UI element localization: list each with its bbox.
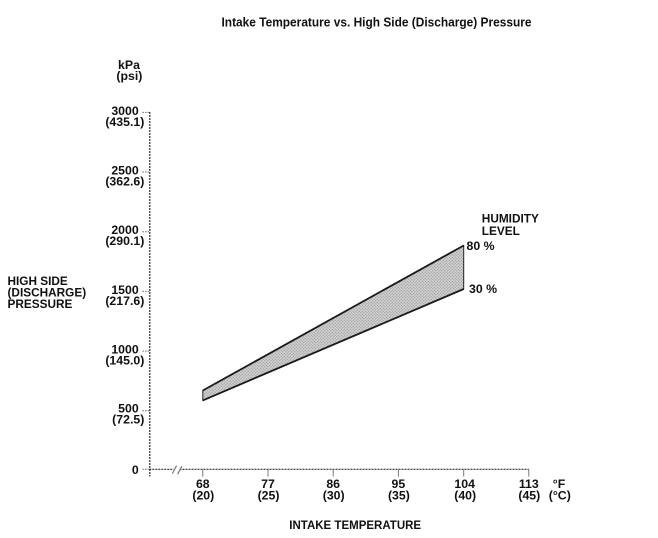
svg-text:°F: °F: [553, 477, 566, 491]
svg-text:HUMIDITY: HUMIDITY: [482, 212, 539, 226]
svg-text:3000: 3000: [111, 104, 139, 118]
svg-text:(40): (40): [454, 489, 476, 503]
svg-text:500: 500: [118, 401, 139, 415]
svg-text:86: 86: [326, 477, 340, 491]
svg-text:(72.5): (72.5): [112, 412, 144, 426]
svg-text:(45): (45): [518, 489, 540, 503]
svg-text:(30): (30): [323, 489, 345, 503]
svg-text:HIGH SIDE: HIGH SIDE: [8, 274, 68, 288]
svg-text:30 %: 30 %: [469, 282, 497, 296]
svg-text:INTAKE TEMPERATURE: INTAKE TEMPERATURE: [289, 520, 421, 532]
svg-text:95: 95: [392, 477, 406, 491]
svg-text:(°C): (°C): [549, 489, 571, 503]
svg-text:kPa: kPa: [118, 58, 140, 72]
svg-text:80 %: 80 %: [467, 239, 495, 253]
svg-text:(362.6): (362.6): [105, 175, 144, 189]
svg-text:113: 113: [519, 477, 539, 491]
svg-text:Intake Temperature vs. High Si: Intake Temperature vs. High Side (Discha…: [222, 14, 532, 29]
svg-text:2000: 2000: [111, 223, 139, 237]
svg-text:(DISCHARGE): (DISCHARGE): [8, 286, 87, 300]
svg-text:(35): (35): [388, 489, 410, 503]
svg-text:(20): (20): [192, 489, 214, 503]
svg-text:(145.0): (145.0): [105, 354, 144, 368]
svg-text:104: 104: [454, 477, 475, 491]
svg-text:(psi): (psi): [116, 69, 142, 83]
svg-text:PRESSURE: PRESSURE: [8, 297, 73, 311]
svg-text:68: 68: [196, 477, 210, 491]
svg-text:(25): (25): [258, 489, 280, 503]
svg-text:(290.1): (290.1): [105, 234, 144, 248]
svg-text:(435.1): (435.1): [105, 115, 144, 129]
svg-text:(217.6): (217.6): [105, 294, 144, 308]
svg-text:LEVEL: LEVEL: [482, 224, 520, 238]
svg-text:0: 0: [132, 463, 139, 477]
svg-text:2500: 2500: [111, 164, 139, 178]
svg-text:77: 77: [261, 477, 275, 491]
svg-text:1500: 1500: [111, 283, 139, 297]
svg-text:1000: 1000: [111, 343, 139, 357]
